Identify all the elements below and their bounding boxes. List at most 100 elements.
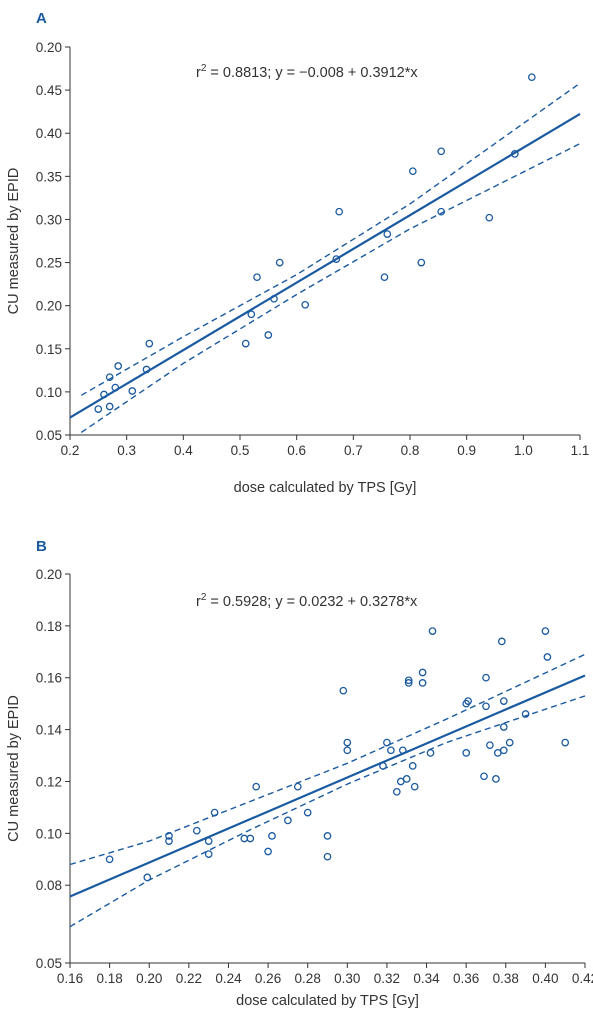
data-point (204, 850, 213, 858)
x-tick-label: 0.28 (295, 971, 321, 986)
data-point (145, 339, 154, 348)
data-point (210, 808, 219, 817)
data-point (561, 738, 570, 747)
x-tick-label: 0.36 (453, 971, 479, 986)
data-point (264, 847, 272, 856)
y-tick-label: 0.35 (36, 169, 62, 184)
y-tick-label: 0.40 (36, 126, 62, 141)
confidence-band-upper (69, 653, 586, 866)
x-tick-label: 0.8 (401, 443, 420, 458)
data-point (499, 723, 508, 731)
data-point (111, 383, 120, 392)
data-point (105, 402, 114, 411)
x-tick-label: 0.26 (255, 971, 281, 986)
x-axis-label: dose calculated by TPS [Gy] (236, 993, 419, 1009)
y-tick-label: 0.10 (36, 826, 62, 841)
confidence-band-lower (69, 695, 586, 928)
x-tick-label: 0.40 (532, 971, 558, 986)
data-point (410, 782, 419, 791)
x-tick-label: 0.3 (117, 443, 136, 458)
data-point (301, 300, 310, 309)
x-tick-label: 0.22 (176, 971, 202, 986)
data-point (408, 167, 417, 176)
data-point (143, 873, 152, 882)
data-point (335, 207, 344, 216)
x-tick-label: 0.30 (334, 971, 360, 986)
data-point (268, 832, 276, 840)
data-point (485, 213, 494, 222)
data-point (379, 762, 387, 770)
data-point (418, 668, 427, 677)
x-tick-label: 0.34 (413, 971, 440, 986)
y-tick-label: 0.45 (36, 83, 62, 98)
regression-line (69, 113, 581, 419)
x-tick-label: 1.0 (514, 443, 533, 458)
data-point (510, 150, 519, 158)
data-point (253, 273, 261, 282)
y-tick-label: 0.16 (36, 671, 62, 686)
y-axis-label: CU measured by EPID (6, 168, 22, 315)
y-tick-label: 0.12 (36, 774, 62, 789)
x-tick-label: 1.1 (571, 443, 590, 458)
data-point (165, 832, 173, 840)
data-point (527, 73, 536, 82)
y-tick-label: 0.05 (36, 428, 62, 443)
regression-annotation: r2 = 0.8813; y = −0.008 + 0.3912*x (196, 63, 418, 81)
panel-label: A (36, 10, 47, 27)
x-tick-label: 0.4 (174, 443, 193, 458)
data-point (464, 697, 472, 705)
data-point (402, 775, 411, 783)
data-point (505, 738, 514, 747)
data-point (192, 826, 201, 835)
data-point (114, 362, 123, 370)
data-point (323, 832, 332, 840)
data-point (332, 255, 341, 263)
x-axis-label: dose calculated by TPS [Gy] (234, 480, 417, 496)
data-point (462, 749, 471, 757)
data-point (392, 787, 401, 796)
data-point (486, 741, 494, 750)
data-point (404, 676, 413, 685)
y-tick-label: 0.08 (36, 878, 62, 893)
y-tick-label: 0.30 (36, 212, 62, 227)
data-point (521, 710, 530, 718)
data-point (94, 405, 103, 413)
y-tick-label: 0.15 (36, 342, 62, 357)
y-tick-label: 0.20 (36, 299, 62, 314)
x-tick-label: 0.42 (572, 971, 593, 986)
data-point (204, 837, 213, 845)
data-point (105, 373, 114, 382)
data-point (404, 679, 413, 687)
x-tick-label: 0.20 (136, 971, 162, 986)
data-point (246, 834, 255, 843)
data-point (543, 653, 552, 661)
chart-b: B 0.16 0.18 0.20 0.22 0.24 0.26 0.28 0.30 0.32 0.3… (6, 538, 593, 1009)
x-tick-label: 0.7 (344, 443, 363, 458)
y-tick-label: 0.20 (36, 567, 62, 582)
data-point (418, 679, 427, 687)
x-tick-label: 0.6 (287, 443, 306, 458)
x-tick-label: 0.18 (96, 971, 122, 986)
y-tick-label: 0.10 (36, 385, 62, 400)
panel-label: B (36, 538, 47, 555)
data-point (383, 738, 391, 747)
data-point (323, 852, 332, 861)
data-point (398, 746, 407, 755)
data-point (241, 339, 250, 348)
data-point (426, 749, 435, 757)
data-point (482, 673, 490, 682)
data-point (541, 627, 550, 635)
data-point (275, 258, 284, 267)
data-point (499, 697, 508, 705)
data-point (270, 294, 278, 303)
data-point (383, 230, 392, 238)
data-point (417, 258, 426, 267)
regression-line (69, 674, 586, 898)
regression-annotation: r2 = 0.5928; y = 0.0232 + 0.3278*x (196, 592, 418, 610)
data-point (339, 686, 348, 695)
data-point (105, 855, 114, 864)
y-tick-label: 0.14 (36, 723, 63, 738)
data-point (437, 147, 446, 156)
x-tick-label: 0.2 (61, 443, 80, 458)
